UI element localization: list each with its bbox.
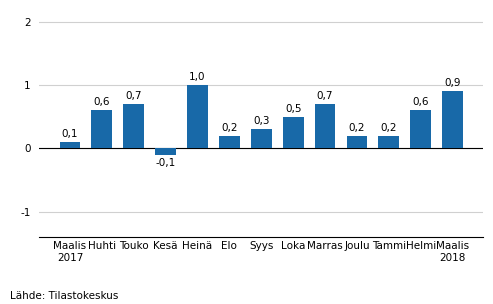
Text: 0,2: 0,2 [221,123,238,133]
Bar [442,92,463,148]
Bar [283,117,304,148]
Text: 0,2: 0,2 [381,123,397,133]
Bar [60,142,80,148]
Bar [251,130,272,148]
Text: -0,1: -0,1 [155,158,176,168]
Bar [410,110,431,148]
Bar [155,148,176,155]
Text: 0,7: 0,7 [126,91,142,101]
Bar [219,136,240,148]
Text: 0,6: 0,6 [413,97,429,107]
Text: 0,1: 0,1 [62,129,78,139]
Text: 0,5: 0,5 [285,104,301,114]
Text: 0,7: 0,7 [317,91,333,101]
Bar [187,85,208,148]
Bar [347,136,367,148]
Bar [315,104,335,148]
Text: 0,6: 0,6 [94,97,110,107]
Text: 0,3: 0,3 [253,116,270,126]
Bar [92,110,112,148]
Text: 1,0: 1,0 [189,72,206,82]
Text: Lähde: Tilastokeskus: Lähde: Tilastokeskus [10,291,118,301]
Bar [379,136,399,148]
Text: 0,2: 0,2 [349,123,365,133]
Text: 0,9: 0,9 [444,78,461,88]
Bar [123,104,144,148]
